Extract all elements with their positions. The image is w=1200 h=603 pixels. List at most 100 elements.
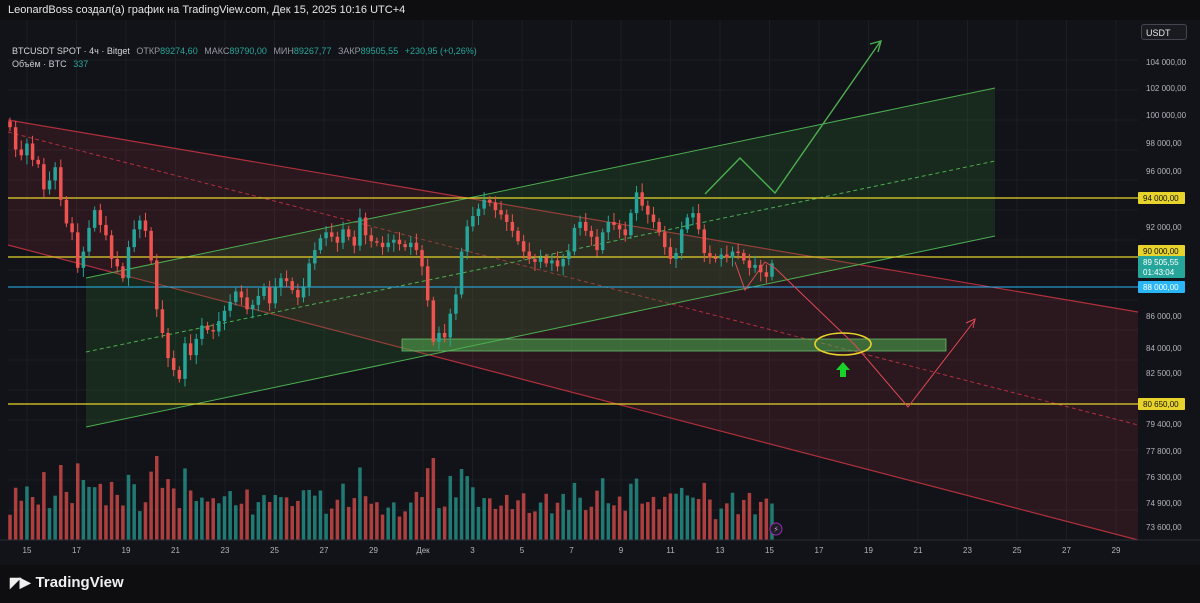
volume-bars bbox=[8, 456, 774, 540]
volume-bar bbox=[341, 483, 345, 540]
candle-body bbox=[736, 251, 740, 254]
candle-body bbox=[267, 287, 272, 304]
candle-body bbox=[685, 217, 690, 230]
volume-bar bbox=[527, 512, 532, 540]
volume-bar bbox=[758, 501, 763, 540]
volume-bar bbox=[25, 486, 29, 540]
volume-bar bbox=[205, 501, 210, 540]
candle-body bbox=[634, 192, 639, 214]
volume-bar bbox=[651, 496, 656, 540]
currency-button[interactable]: USDT bbox=[1141, 24, 1187, 40]
candle-body bbox=[696, 213, 701, 230]
candle-body bbox=[691, 213, 695, 218]
low-label: МИН bbox=[273, 46, 294, 56]
volume-bar bbox=[30, 497, 35, 540]
price-tick-label: 76 300,00 bbox=[1146, 473, 1182, 482]
red-channel-lower-line bbox=[7, 244, 1139, 541]
candle-body bbox=[482, 199, 486, 209]
price-label-text: 80 650,00 bbox=[1143, 400, 1179, 409]
volume-bar bbox=[59, 465, 63, 540]
candle-body bbox=[301, 287, 306, 298]
candle-body bbox=[386, 242, 390, 248]
volume-bar bbox=[177, 508, 182, 540]
candle-body bbox=[679, 229, 684, 254]
time-tick-label: 29 bbox=[1112, 546, 1121, 555]
candle-body bbox=[341, 229, 345, 243]
volume-bar bbox=[98, 483, 103, 540]
volume-bar bbox=[8, 514, 12, 540]
candle-body bbox=[538, 257, 543, 262]
price-tick-label: 100 000,00 bbox=[1146, 111, 1187, 120]
candle-body bbox=[533, 258, 537, 262]
green-channel-lower-line bbox=[85, 235, 996, 428]
volume-bar bbox=[375, 502, 379, 540]
volume-bar bbox=[471, 487, 475, 540]
price-tick-label: 96 000,00 bbox=[1146, 167, 1182, 176]
candle-body bbox=[375, 241, 379, 243]
price-chart[interactable]: ⚡ 104 000,00 102 000,00 100 000,00 98 000,0… bbox=[0, 20, 1200, 565]
candle-body bbox=[324, 232, 328, 239]
price-label-box bbox=[1138, 398, 1185, 410]
volume-bar bbox=[600, 478, 605, 540]
candle-body bbox=[392, 239, 396, 243]
volume-bar bbox=[234, 505, 238, 540]
price-label-text: 94 000,00 bbox=[1143, 194, 1179, 203]
price-label-box bbox=[1138, 245, 1185, 257]
volume-bar bbox=[685, 495, 690, 540]
time-tick-label: 17 bbox=[72, 546, 81, 555]
volume-bar bbox=[81, 480, 86, 540]
candle-body bbox=[363, 217, 368, 236]
price-label-box bbox=[1138, 281, 1185, 293]
volume-bar bbox=[668, 493, 673, 540]
time-scale: 15 17 19 21 23 25 27 29 Дек 3 5 7 9 11 13 15 17 19 21 23 25 2… bbox=[0, 539, 1200, 565]
volume-bar bbox=[533, 511, 537, 540]
header-bar: LeonardBoss создал(а) график на TradingV… bbox=[0, 0, 1200, 20]
price-tick-label: 92 000,00 bbox=[1146, 223, 1182, 232]
candle-body bbox=[555, 260, 560, 267]
volume-bar bbox=[217, 503, 221, 540]
time-tick-label: 23 bbox=[221, 546, 230, 555]
volume-bar bbox=[36, 504, 40, 540]
candle-body bbox=[313, 250, 317, 264]
volume-bar bbox=[363, 496, 368, 540]
price-label-text: 90 000,00 bbox=[1143, 247, 1179, 256]
chart-caption: LeonardBoss создал(а) график на TradingV… bbox=[8, 4, 406, 16]
candle-body bbox=[572, 227, 577, 252]
volume-bar bbox=[482, 498, 486, 540]
candle-body bbox=[578, 221, 582, 228]
candle-body bbox=[708, 253, 712, 258]
volume-bar bbox=[70, 503, 74, 540]
candle-body bbox=[550, 260, 554, 264]
candle-body bbox=[425, 266, 430, 301]
candle-body bbox=[527, 251, 532, 259]
change-value: +230,95 (+0,26%) bbox=[404, 46, 477, 56]
candle-body bbox=[149, 230, 153, 261]
candle-body bbox=[222, 310, 227, 322]
candle-body bbox=[121, 266, 125, 279]
candle-body bbox=[81, 251, 86, 268]
candle-body bbox=[668, 247, 673, 259]
volume-bar bbox=[279, 497, 283, 540]
volume-legend: Объём · BTC 337 bbox=[12, 59, 88, 69]
volume-bar bbox=[646, 502, 650, 540]
volume-bar bbox=[290, 506, 294, 540]
volume-bar bbox=[329, 508, 334, 540]
chart-area[interactable]: ⚡ 104 000,00 102 000,00 100 000,00 98 000,0… bbox=[0, 20, 1200, 565]
symbol-legend: BTCUSDT SPOT · 4ч · Bitget ОТКР89274,60 … bbox=[12, 46, 477, 56]
candle-body bbox=[234, 291, 238, 302]
volume-bar bbox=[742, 499, 746, 540]
candle-body bbox=[13, 127, 18, 150]
candle-body bbox=[36, 159, 40, 165]
brand-name: TradingView bbox=[35, 574, 124, 591]
candle-body bbox=[640, 192, 644, 206]
candle-body bbox=[725, 254, 729, 258]
volume-bar bbox=[674, 493, 678, 540]
candle-body bbox=[8, 121, 12, 128]
time-tick-label: 25 bbox=[270, 546, 279, 555]
volume-bar bbox=[200, 497, 204, 540]
volume-bar bbox=[104, 505, 108, 540]
tradingview-logo[interactable]: ◤▶ TradingView bbox=[10, 574, 124, 591]
volume-bar bbox=[567, 509, 571, 540]
candle-body bbox=[465, 226, 469, 252]
footer-bar bbox=[0, 565, 1200, 603]
